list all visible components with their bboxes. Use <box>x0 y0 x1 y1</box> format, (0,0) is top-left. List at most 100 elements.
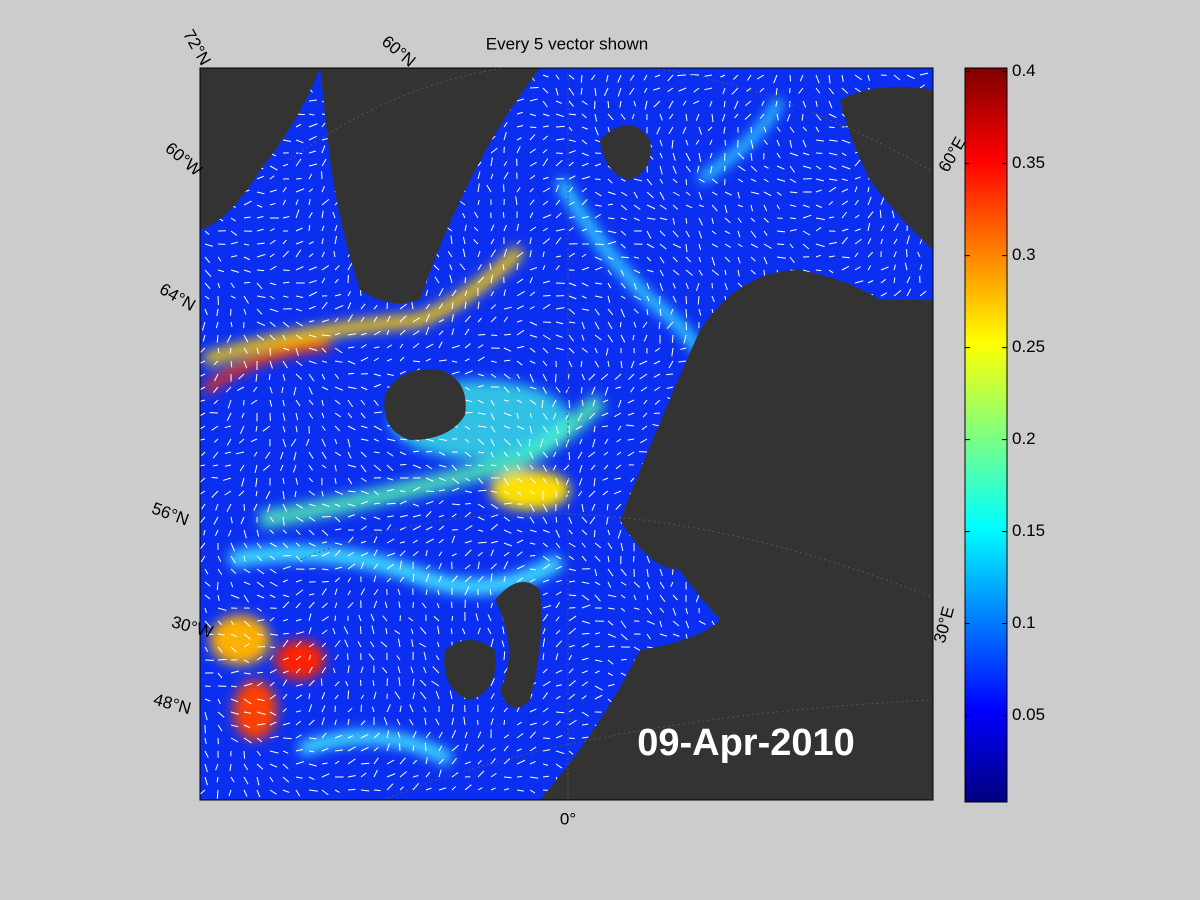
vector <box>462 236 466 245</box>
vector <box>893 223 899 232</box>
vector <box>607 683 615 687</box>
vector <box>603 464 609 470</box>
vector <box>581 162 589 167</box>
vector <box>542 763 549 766</box>
vector <box>308 613 312 622</box>
vector <box>347 551 355 557</box>
vector <box>541 399 544 409</box>
vector <box>724 230 731 235</box>
vector <box>789 256 795 264</box>
vector <box>503 399 510 402</box>
vector <box>646 308 649 316</box>
vector <box>373 464 382 471</box>
vector <box>308 280 317 284</box>
vector <box>672 230 679 238</box>
vector <box>308 399 314 406</box>
vector <box>841 165 851 170</box>
vector <box>588 373 596 381</box>
vector <box>711 204 718 212</box>
vector <box>776 256 786 259</box>
vector <box>620 295 626 299</box>
vector <box>841 152 847 157</box>
vector <box>633 191 639 199</box>
vector <box>347 451 352 459</box>
vector <box>581 643 590 648</box>
vector <box>386 329 390 336</box>
vector <box>654 347 661 352</box>
vector <box>643 74 648 81</box>
vector <box>659 204 667 210</box>
vector <box>438 438 447 441</box>
vector <box>451 615 454 622</box>
vector <box>594 204 602 207</box>
vector <box>398 638 401 648</box>
vector <box>308 253 314 258</box>
vector <box>464 411 473 414</box>
vector <box>542 386 547 394</box>
vector <box>282 347 290 351</box>
vector <box>256 282 263 290</box>
vector <box>230 737 239 743</box>
vector <box>516 329 525 336</box>
vector <box>502 264 505 271</box>
vector <box>854 199 859 206</box>
vector <box>776 152 781 159</box>
vector <box>919 72 929 76</box>
vector <box>308 123 318 128</box>
vector <box>386 773 396 778</box>
vector <box>477 438 485 446</box>
vector <box>412 774 419 778</box>
vector <box>477 412 486 415</box>
vector <box>678 87 687 92</box>
vector <box>516 290 525 297</box>
vector <box>243 643 250 648</box>
vector <box>308 464 313 471</box>
vector <box>615 386 622 390</box>
vector <box>555 640 563 648</box>
vector <box>555 653 559 661</box>
vector <box>695 113 700 121</box>
vector <box>308 347 318 352</box>
vector <box>668 126 674 135</box>
vector <box>269 789 277 795</box>
vector <box>659 139 663 147</box>
vector <box>216 334 219 343</box>
vector <box>577 412 583 422</box>
vector <box>503 224 507 232</box>
vector <box>503 651 506 661</box>
vector <box>360 772 367 778</box>
vector <box>425 510 432 518</box>
vector <box>230 685 237 688</box>
vector <box>282 360 288 369</box>
vector <box>334 749 343 752</box>
vector <box>255 477 258 487</box>
vector <box>529 529 537 533</box>
vector <box>321 301 328 310</box>
vector <box>568 334 575 342</box>
vector <box>256 334 265 341</box>
vector <box>308 334 317 338</box>
colorbar-ticks: 0.050.10.150.20.250.30.350.4 <box>965 61 1045 724</box>
graticule-labels: 72°N 60°N60°W64°N56°N30°W48°N0°60°E30°E <box>149 26 969 828</box>
vector <box>828 165 837 170</box>
vector <box>685 230 690 238</box>
vector <box>282 412 286 421</box>
vector <box>581 620 591 624</box>
vector <box>555 237 562 245</box>
vector <box>555 591 562 596</box>
vector <box>490 514 499 518</box>
vector <box>477 399 484 404</box>
vector <box>463 716 466 726</box>
vector <box>568 161 574 167</box>
vector <box>529 86 539 89</box>
vector <box>594 360 600 368</box>
vector <box>308 643 315 648</box>
vector <box>360 332 367 336</box>
vector <box>592 399 596 407</box>
vector <box>438 514 445 518</box>
vector <box>666 373 674 376</box>
vector <box>529 490 536 495</box>
vector <box>802 204 810 208</box>
vector <box>581 542 586 548</box>
vector <box>305 438 310 446</box>
